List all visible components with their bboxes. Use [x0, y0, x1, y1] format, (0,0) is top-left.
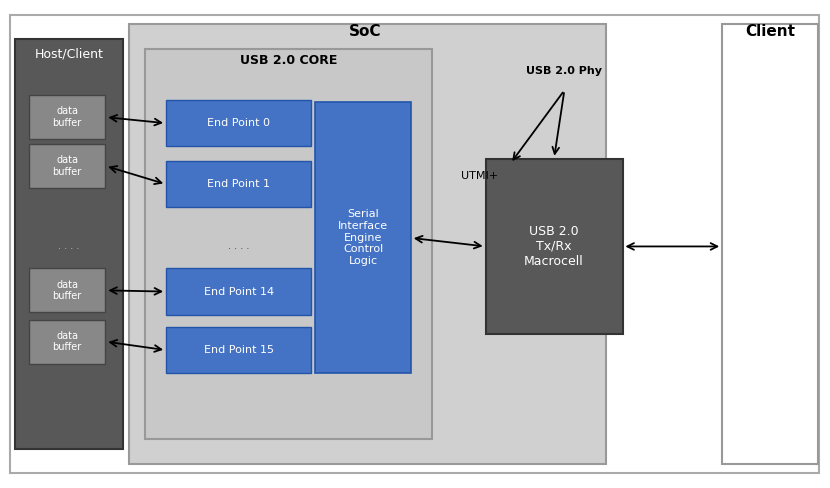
Text: Serial
Interface
Engine
Control
Logic: Serial Interface Engine Control Logic: [338, 209, 388, 266]
Text: End Point 14: End Point 14: [203, 286, 274, 297]
Text: · · · ·: · · · ·: [228, 244, 250, 254]
Text: data
buffer: data buffer: [52, 106, 82, 128]
Bar: [29, 268, 105, 312]
Text: Client: Client: [745, 24, 795, 39]
Bar: [166, 100, 311, 146]
Bar: [166, 161, 311, 207]
Text: Host/Client: Host/Client: [35, 47, 103, 60]
Bar: [145, 49, 432, 439]
Bar: [15, 39, 123, 449]
Text: USB 2.0 CORE: USB 2.0 CORE: [240, 55, 338, 67]
Text: End Point 1: End Point 1: [208, 179, 270, 189]
Text: SoC: SoC: [349, 24, 382, 39]
Bar: [166, 268, 311, 315]
Text: data
buffer: data buffer: [52, 155, 82, 177]
Text: End Point 15: End Point 15: [203, 345, 274, 355]
Text: End Point 0: End Point 0: [208, 118, 270, 128]
Text: USB 2.0
Tx/Rx
Macrocell: USB 2.0 Tx/Rx Macrocell: [525, 225, 583, 268]
Bar: [29, 95, 105, 139]
Text: USB 2.0 Phy: USB 2.0 Phy: [526, 66, 603, 76]
Bar: [315, 102, 411, 373]
Text: UTMI+: UTMI+: [461, 171, 498, 181]
Bar: [129, 24, 606, 464]
Text: · · · ·: · · · ·: [58, 244, 80, 254]
Text: data
buffer: data buffer: [52, 331, 82, 352]
Bar: [29, 320, 105, 364]
Bar: [722, 24, 818, 464]
Text: data
buffer: data buffer: [52, 280, 82, 301]
Bar: [486, 159, 622, 334]
Bar: [166, 327, 311, 373]
Bar: [29, 144, 105, 188]
